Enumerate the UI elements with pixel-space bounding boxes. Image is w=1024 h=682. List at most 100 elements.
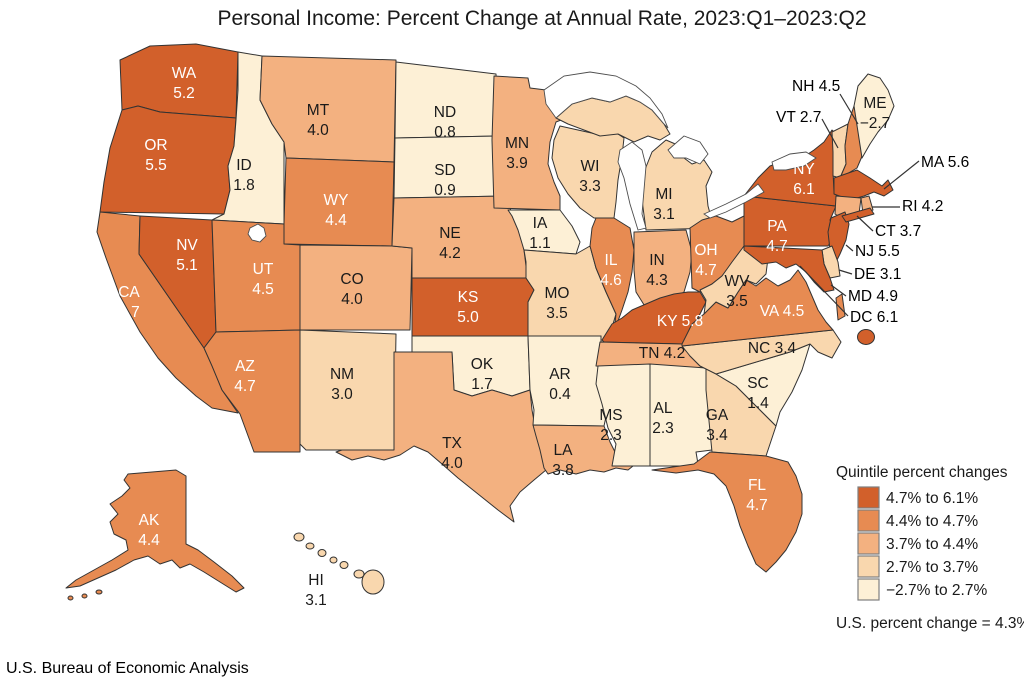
state-abbr-nm: NM (330, 366, 354, 383)
state-value-ok: 1.7 (471, 376, 493, 393)
state-ma (833, 169, 894, 201)
state-value-tx: 4.0 (441, 455, 463, 472)
callout-line-ct (856, 215, 874, 232)
callout-line-dc (799, 265, 849, 317)
state-abbr-ca: CA (118, 284, 140, 301)
state-value-sd: 0.9 (434, 182, 456, 199)
lake-2 (667, 135, 709, 165)
state-value-nm: 3.0 (331, 386, 353, 403)
state-label-nc: NC 3.4 (748, 340, 797, 357)
state-abbr-mn: MN (505, 135, 529, 152)
state-value-wv: 3.5 (726, 293, 748, 310)
state-value-ks: 5.0 (457, 309, 479, 326)
state-abbr-id: ID (236, 157, 252, 174)
legend-label-1: 4.7% to 6.1% (886, 490, 978, 507)
legend-items: 4.7% to 6.1% 4.4% to 4.7% 3.7% to 4.4% 2.7%… (857, 486, 987, 601)
state-abbr-wa: WA (172, 65, 197, 82)
lake-3 (703, 183, 765, 219)
state-value-wi: 3.3 (579, 178, 601, 195)
legend-swatch-2 (857, 509, 880, 532)
state-value-hi: 3.1 (305, 592, 327, 609)
state-abbr-tx: TX (442, 435, 462, 452)
state-abbr-mo: MO (545, 285, 570, 302)
state-value-nd: 0.8 (434, 124, 456, 141)
state-value-ut: 4.5 (252, 281, 274, 298)
map-states (65, 43, 895, 601)
callout-label-nj: NJ 5.5 (855, 243, 900, 260)
callout-label-md: MD 4.9 (848, 288, 898, 305)
legend-label-2: 4.4% to 4.7% (886, 513, 978, 530)
callout-label-ri: RI 4.2 (902, 198, 943, 215)
state-value-la: 3.8 (552, 462, 574, 479)
state-abbr-ne: NE (439, 225, 461, 242)
state-abbr-mt: MT (307, 102, 330, 119)
state-abbr-or: OR (144, 137, 167, 154)
state-abbr-ok: OK (471, 356, 494, 373)
state-abbr-az: AZ (235, 358, 255, 375)
lake-0 (543, 71, 669, 129)
state-value-ar: 0.4 (549, 386, 571, 403)
state-label-tn: TN 4.2 (639, 345, 686, 362)
legend-swatch-4 (857, 555, 880, 578)
state-abbr-al: AL (654, 400, 673, 417)
callout-line-nh (839, 93, 859, 125)
state-abbr-mi: MI (655, 186, 672, 203)
state-value-al: 2.3 (652, 420, 674, 437)
state-abbr-ga: GA (706, 407, 729, 424)
state-abbr-ak: AK (139, 512, 160, 529)
state-value-ny: 6.1 (793, 181, 815, 198)
state-abbr-sc: SC (747, 375, 769, 392)
state-value-mt: 4.0 (307, 122, 329, 139)
state-value-id: 1.8 (233, 177, 255, 194)
lake-5 (247, 223, 267, 243)
source-note: U.S. Bureau of Economic Analysis (6, 660, 249, 677)
state-dc (857, 329, 875, 345)
state-value-nv: 5.1 (176, 257, 198, 274)
state-abbr-wy: WY (324, 192, 349, 209)
state-value-az: 4.7 (234, 378, 256, 395)
legend: Quintile percent changes 4.7% to 6.1% 4.4… (836, 464, 1024, 632)
state-value-mo: 3.5 (546, 305, 568, 322)
state-wv (699, 245, 769, 315)
state-or (99, 105, 237, 215)
state-abbr-nd: ND (434, 104, 456, 121)
callout-line-nj (845, 244, 854, 252)
state-hi (293, 532, 385, 595)
legend-swatch-3 (857, 532, 880, 555)
callout-label-dc: DC 6.1 (850, 309, 898, 326)
state-value-pa: 4.7 (766, 238, 788, 255)
callout-line-vt (821, 118, 839, 149)
state-value-or: 5.5 (145, 157, 167, 174)
callout-label-ma: MA 5.6 (921, 154, 969, 171)
state-abbr-ny: NY (793, 161, 815, 178)
state-ks (411, 277, 535, 337)
state-value-ak: 4.4 (138, 532, 160, 549)
state-abbr-ar: AR (549, 366, 571, 383)
callout-label-vt: VT 2.7 (776, 109, 821, 126)
state-value-fl: 4.7 (746, 497, 768, 514)
state-value-il: 4.6 (600, 272, 622, 289)
lake-4 (771, 151, 817, 171)
legend-note: U.S. percent change = 4.3% (836, 615, 1024, 632)
callout-line-ma (883, 160, 920, 190)
state-value-ne: 4.2 (439, 245, 461, 262)
callout-line-md (830, 284, 847, 297)
state-abbr-sd: SD (434, 162, 456, 179)
state-abbr-fl: FL (748, 477, 766, 494)
callout-label-nh: NH 4.5 (792, 78, 840, 95)
state-abbr-in: IN (649, 252, 665, 269)
state-la (532, 424, 639, 475)
map-lakes (247, 71, 817, 243)
state-value-ga: 3.4 (706, 427, 728, 444)
state-abbr-hi: HI (308, 572, 324, 589)
state-value-mn: 3.9 (506, 155, 528, 172)
legend-label-4: 2.7% to 3.7% (886, 559, 978, 576)
state-abbr-ms: MS (599, 407, 622, 424)
state-value-wa: 5.2 (173, 85, 195, 102)
state-value-in: 4.3 (646, 272, 668, 289)
callout-line-de (838, 269, 853, 275)
state-abbr-la: LA (554, 442, 574, 459)
state-value-co: 4.0 (341, 291, 363, 308)
state-abbr-ks: KS (458, 289, 479, 306)
